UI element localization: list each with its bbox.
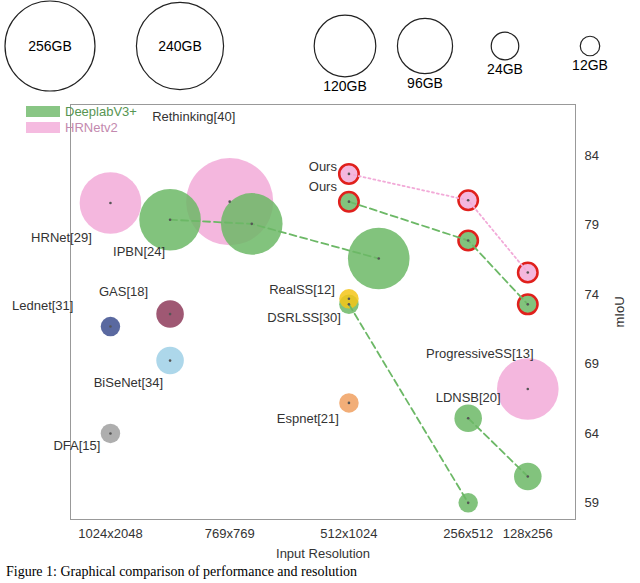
svg-text:mIoU: mIoU [612, 296, 627, 327]
svg-text:ProgressiveSS[13]: ProgressiveSS[13] [426, 346, 534, 361]
svg-text:128x256: 128x256 [503, 526, 553, 541]
svg-text:69: 69 [585, 356, 599, 371]
svg-text:74: 74 [585, 287, 599, 302]
svg-text:120GB: 120GB [323, 78, 367, 94]
svg-text:GAS[18]: GAS[18] [99, 284, 148, 299]
svg-text:84: 84 [585, 148, 599, 163]
svg-text:LDNSB[20]: LDNSB[20] [436, 390, 501, 405]
svg-text:HRNet[29]: HRNet[29] [31, 230, 92, 245]
svg-text:Input Resolution: Input Resolution [276, 546, 370, 561]
svg-text:769x769: 769x769 [205, 526, 255, 541]
svg-text:256x512: 256x512 [443, 526, 493, 541]
svg-text:Lednet[31]: Lednet[31] [12, 298, 73, 313]
svg-text:DSRLSS[30]: DSRLSS[30] [267, 310, 341, 325]
html-text:HRNetv2: HRNetv2 [65, 119, 118, 135]
svg-text:24GB: 24GB [487, 61, 523, 77]
svg-text:IPBN[24]: IPBN[24] [113, 244, 165, 259]
svg-text:1024x2048: 1024x2048 [78, 526, 142, 541]
svg-text:Ours: Ours [309, 159, 338, 174]
svg-text:64: 64 [585, 426, 599, 441]
svg-text:Ours: Ours [309, 179, 338, 194]
svg-text:RealSS[12]: RealSS[12] [269, 282, 335, 297]
svg-text:Rethinking[40]: Rethinking[40] [152, 109, 235, 124]
svg-text:Espnet[21]: Espnet[21] [277, 411, 339, 426]
svg-text:256GB: 256GB [28, 38, 72, 54]
svg-text:512x1024: 512x1024 [320, 526, 377, 541]
svg-text:79: 79 [585, 217, 599, 232]
svg-text:59: 59 [585, 495, 599, 510]
html-text:Figure 1: Graphical comparison: Figure 1: Graphical comparison of perfor… [6, 564, 358, 579]
svg-text:DFA[15]: DFA[15] [53, 438, 100, 453]
html-text:DeeplabV3+: DeeplabV3+ [65, 103, 137, 119]
svg-text:12GB: 12GB [572, 57, 608, 73]
svg-text:240GB: 240GB [158, 38, 202, 54]
svg-text:BiSeNet[34]: BiSeNet[34] [94, 375, 163, 390]
svg-text:96GB: 96GB [407, 75, 443, 91]
